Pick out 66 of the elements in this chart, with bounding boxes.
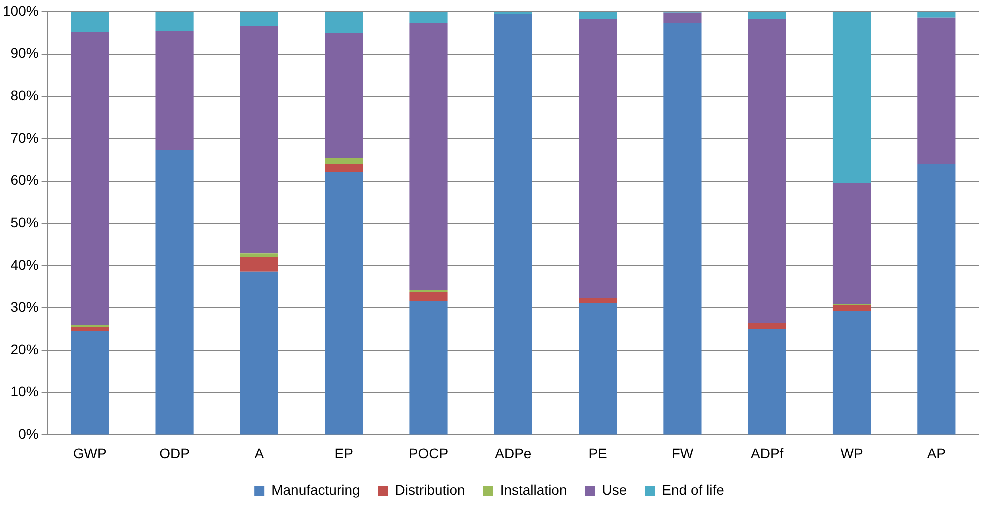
bar xyxy=(156,31,194,150)
bar xyxy=(325,158,364,164)
bar xyxy=(156,12,194,32)
bar xyxy=(494,14,532,435)
bar xyxy=(410,12,448,24)
bar xyxy=(240,12,278,26)
bar xyxy=(579,19,618,298)
bar xyxy=(664,23,702,435)
legend-label: Use xyxy=(602,482,628,498)
bar xyxy=(748,12,786,20)
x-tick-label: GWP xyxy=(73,445,107,462)
bar xyxy=(748,19,786,324)
bar xyxy=(832,311,872,435)
y-tick-label: 0% xyxy=(18,426,39,442)
bar xyxy=(325,172,364,435)
bar xyxy=(71,32,110,326)
x-tick-label: POCP xyxy=(408,445,449,462)
x-tick-label: ADPe xyxy=(495,445,532,462)
bar xyxy=(832,305,872,312)
y-tick-label: 100% xyxy=(2,2,39,19)
bar xyxy=(410,301,448,435)
bar xyxy=(240,254,278,258)
x-tick-label: WP xyxy=(840,445,864,462)
bar xyxy=(832,183,872,304)
bar xyxy=(918,18,956,164)
x-tick-label: FW xyxy=(672,445,694,462)
x-tick-label: ADPf xyxy=(751,445,784,462)
y-tick-label: 10% xyxy=(10,384,39,400)
y-tick-label: 80% xyxy=(10,88,39,104)
bar xyxy=(410,292,448,302)
bar xyxy=(579,12,618,20)
bar xyxy=(579,298,618,304)
bar xyxy=(579,303,618,435)
bar xyxy=(410,23,448,290)
bar xyxy=(71,332,110,435)
bar xyxy=(240,272,278,435)
x-tick-label: AP xyxy=(927,445,946,462)
bar xyxy=(664,12,702,24)
bar xyxy=(748,329,786,435)
x-tick-label: A xyxy=(254,445,265,462)
bar xyxy=(832,12,872,184)
bar xyxy=(71,12,110,32)
x-tick-label: PE xyxy=(588,445,608,462)
legend-label: End of life xyxy=(662,482,725,498)
bar xyxy=(240,26,278,254)
bar xyxy=(240,257,278,272)
y-tick-label: 50% xyxy=(10,214,39,230)
y-tick-label: 60% xyxy=(10,172,39,188)
bar xyxy=(325,164,364,172)
legend-label: Distribution xyxy=(395,482,466,498)
bar xyxy=(918,12,956,18)
x-tick-label: EP xyxy=(334,445,354,462)
legend-label: Installation xyxy=(500,482,568,498)
bar xyxy=(325,33,364,158)
y-tick-label: 20% xyxy=(10,341,39,358)
y-tick-label: 30% xyxy=(10,299,39,316)
legend-label: Manufacturing xyxy=(272,482,360,498)
bar xyxy=(325,12,364,34)
x-tick-label: ODP xyxy=(160,445,190,462)
y-tick-label: 70% xyxy=(10,130,39,146)
y-tick-label: 90% xyxy=(10,45,39,62)
y-tick-label: 40% xyxy=(10,256,39,273)
bar xyxy=(748,323,786,330)
bar xyxy=(918,164,956,435)
bar xyxy=(156,150,194,435)
bar xyxy=(71,327,110,332)
